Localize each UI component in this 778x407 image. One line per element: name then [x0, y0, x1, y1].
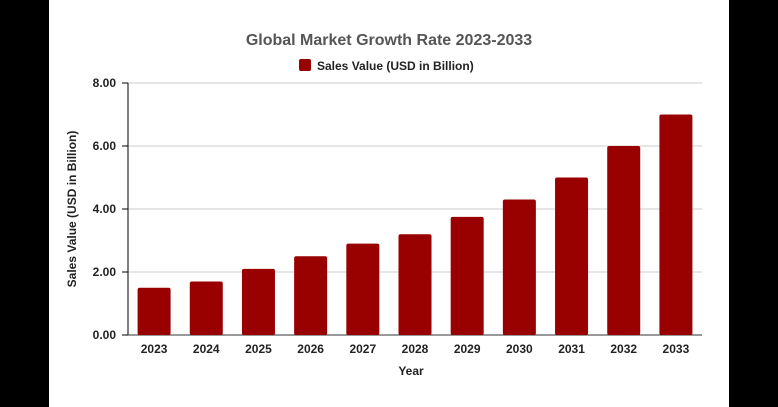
- x-tick-label: 2027: [349, 342, 376, 356]
- chart-title: Global Market Growth Rate 2023-2033: [246, 32, 532, 49]
- y-tick-label: 4.00: [93, 202, 117, 216]
- x-tick-label: 2031: [558, 342, 585, 356]
- y-tick-label: 2.00: [93, 265, 117, 279]
- y-tick-label: 0.00: [93, 328, 117, 342]
- x-tick-label: 2033: [663, 342, 690, 356]
- bar-2025: [241, 268, 275, 335]
- y-axis-label: Sales Value (USD in Billion): [65, 131, 79, 288]
- y-tick-label: 8.00: [93, 76, 117, 90]
- bar-2033: [659, 114, 693, 335]
- bar-2023: [137, 287, 171, 335]
- x-tick-label: 2023: [141, 342, 168, 356]
- bar-2026: [294, 256, 328, 335]
- x-tick-label: 2024: [193, 342, 220, 356]
- bar-2027: [346, 243, 380, 335]
- x-axis-label: Year: [398, 364, 424, 378]
- x-tick-label: 2026: [297, 342, 324, 356]
- x-tick-label: 2030: [506, 342, 533, 356]
- legend-label: Sales Value (USD in Billion): [317, 59, 474, 73]
- x-tick-label: 2028: [402, 342, 429, 356]
- bar-2032: [607, 146, 641, 335]
- x-tick-label: 2029: [454, 342, 481, 356]
- bar-chart: Global Market Growth Rate 2023-2033 Sale…: [65, 32, 702, 378]
- chart-canvas: Global Market Growth Rate 2023-2033 Sale…: [49, 0, 729, 407]
- bar-2024: [189, 281, 223, 335]
- x-tick-label: 2025: [245, 342, 272, 356]
- x-tick-label: 2032: [610, 342, 637, 356]
- bar-2029: [450, 216, 484, 335]
- y-tick-label: 6.00: [93, 139, 117, 153]
- legend-swatch: [299, 59, 311, 71]
- bar-2030: [502, 199, 536, 335]
- bar-2031: [555, 177, 589, 335]
- bar-2028: [398, 234, 432, 335]
